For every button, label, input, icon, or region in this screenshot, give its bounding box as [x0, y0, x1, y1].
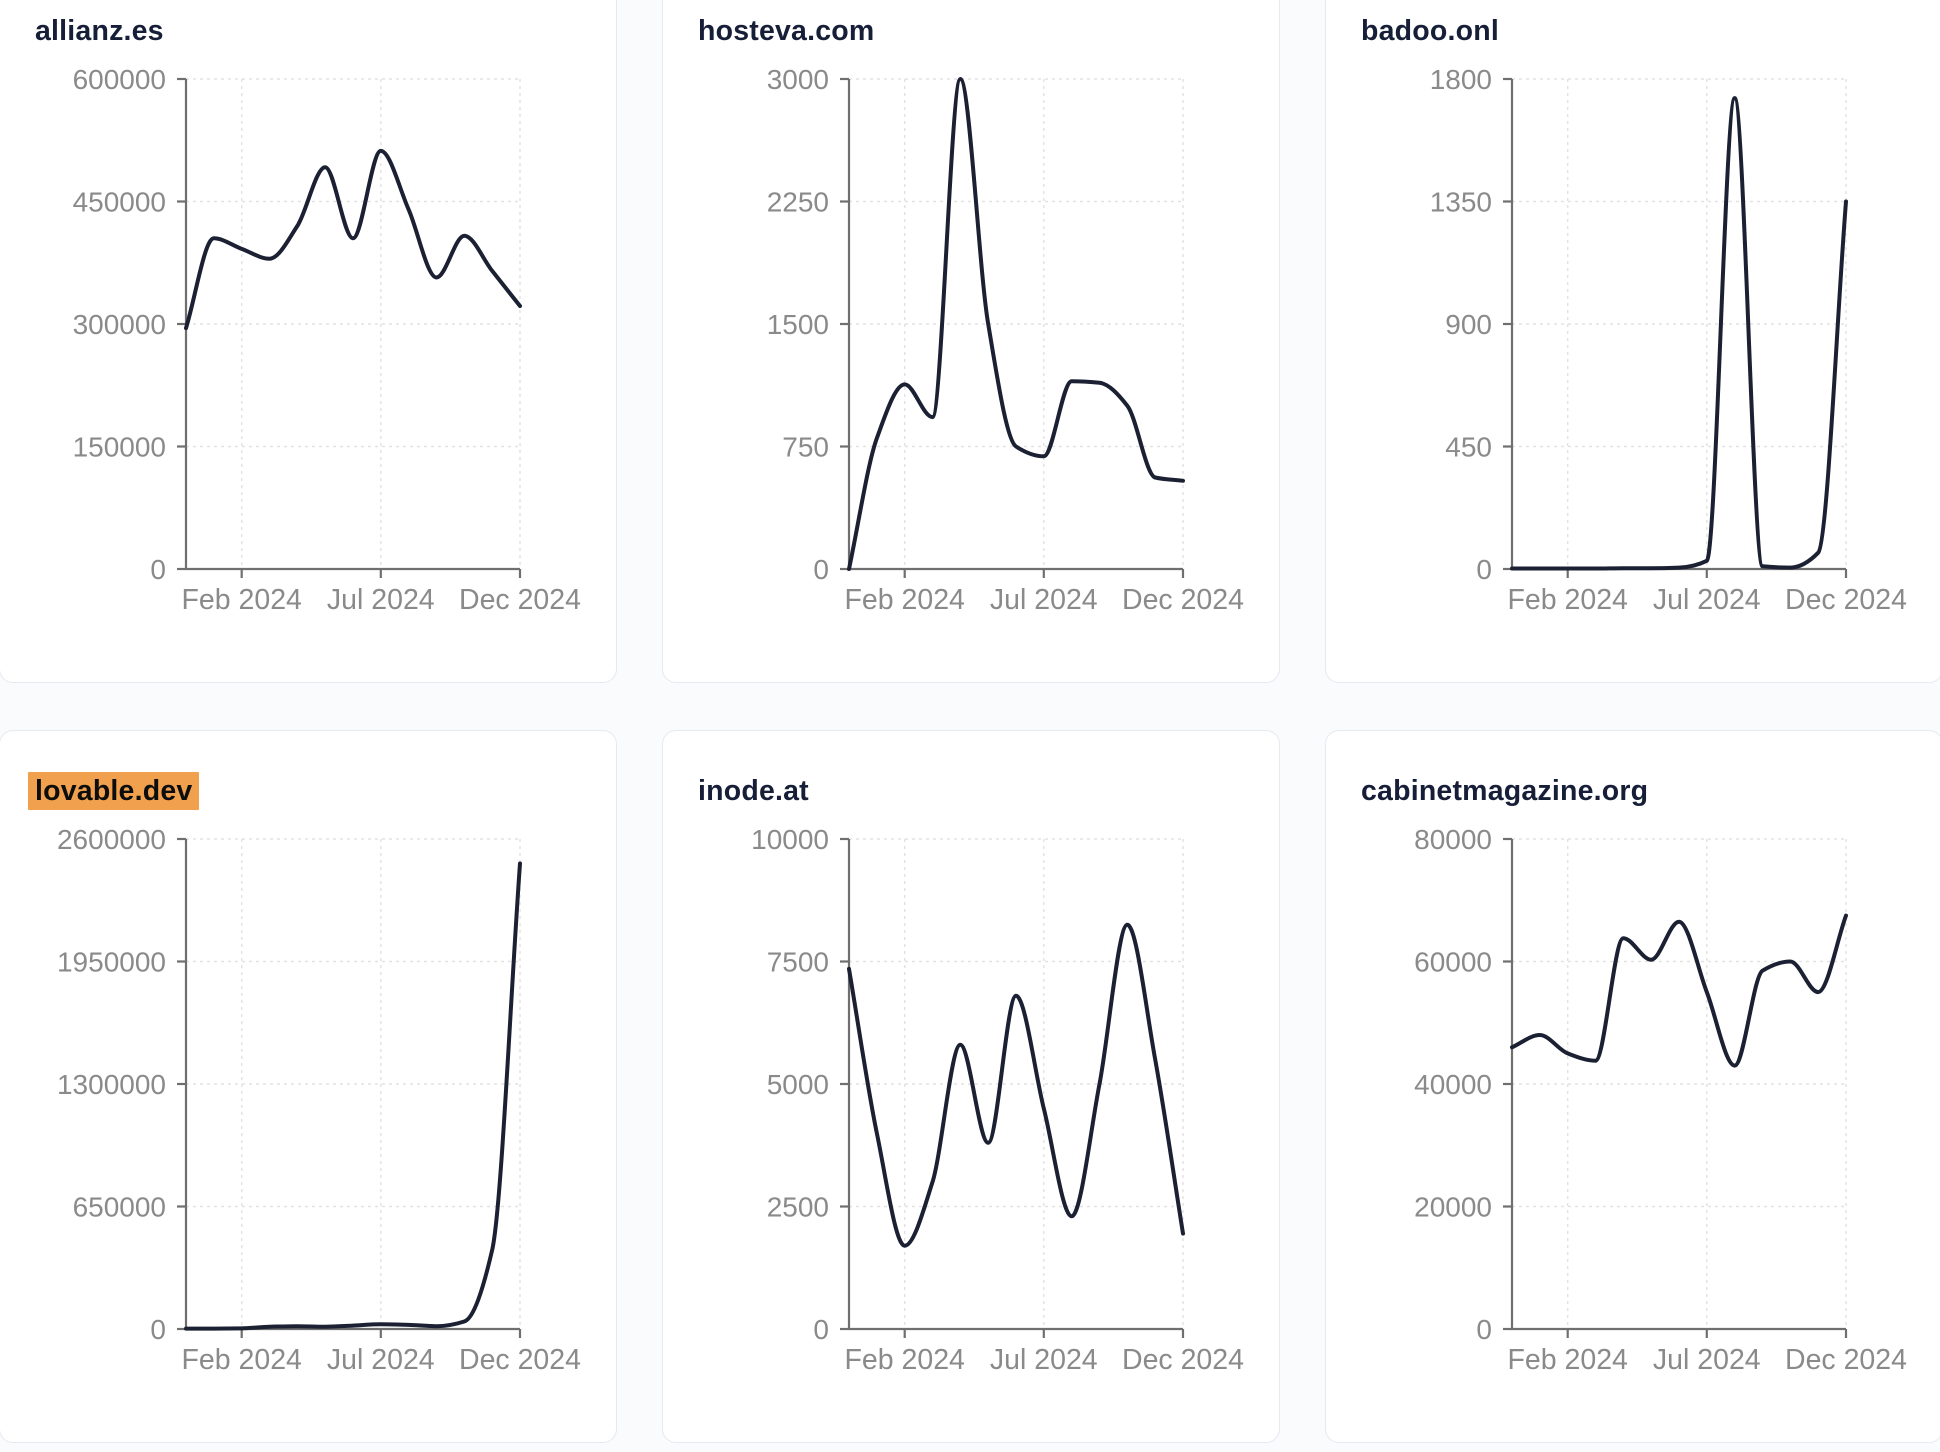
svg-text:10000: 10000 [751, 824, 829, 855]
svg-text:80000: 80000 [1414, 824, 1492, 855]
svg-text:7500: 7500 [767, 946, 829, 977]
svg-text:0: 0 [1476, 1314, 1492, 1345]
chart-title: hosteva.com [698, 13, 1279, 49]
svg-text:3000: 3000 [767, 64, 829, 95]
chart-card: inode.at 0 2500 5000 7500 10000 Feb 2024 Jul 2… [662, 730, 1280, 1443]
svg-text:Feb 2024: Feb 2024 [1507, 1344, 1628, 1376]
svg-text:Feb 2024: Feb 2024 [844, 1344, 965, 1376]
chart-title: inode.at [698, 773, 1279, 809]
svg-text:Dec 2024: Dec 2024 [1122, 584, 1244, 616]
svg-text:450: 450 [1445, 431, 1492, 462]
domain-name-label: hosteva.com [698, 15, 875, 47]
chart-title: lovable.dev [28, 772, 616, 810]
svg-text:Jul 2024: Jul 2024 [1653, 584, 1761, 616]
svg-text:1300000: 1300000 [57, 1069, 166, 1100]
svg-text:150000: 150000 [73, 431, 166, 462]
svg-text:Dec 2024: Dec 2024 [1122, 1344, 1244, 1376]
line-chart: 0 650000 1300000 1950000 2600000 Feb 2024 Jul … [57, 824, 581, 1376]
svg-text:900: 900 [1445, 309, 1492, 340]
svg-text:450000: 450000 [73, 186, 166, 217]
chart-card: lovable.dev 0 650000 1300000 1950000 2600000… [0, 730, 617, 1443]
svg-text:Dec 2024: Dec 2024 [459, 584, 581, 616]
svg-text:60000: 60000 [1414, 946, 1492, 977]
chart-card: badoo.onl 0 450 900 1350 1800 Feb 2024 Jul 202… [1325, 0, 1940, 683]
domain-name-label: allianz.es [35, 15, 164, 47]
svg-text:Dec 2024: Dec 2024 [1785, 584, 1907, 616]
svg-text:1950000: 1950000 [57, 946, 166, 977]
domain-name-label: badoo.onl [1361, 15, 1499, 47]
svg-text:Feb 2024: Feb 2024 [844, 584, 965, 616]
svg-text:0: 0 [1476, 554, 1492, 585]
svg-text:Feb 2024: Feb 2024 [1507, 584, 1628, 616]
line-chart: 0 2500 5000 7500 10000 Feb 2024 Jul 2024 Dec 20… [751, 824, 1244, 1376]
svg-text:Jul 2024: Jul 2024 [990, 1344, 1098, 1376]
svg-text:2600000: 2600000 [57, 824, 166, 855]
svg-text:20000: 20000 [1414, 1191, 1492, 1222]
svg-text:0: 0 [813, 1314, 829, 1345]
line-chart: 0 20000 40000 60000 80000 Feb 2024 Jul 2024 Dec… [1414, 824, 1907, 1376]
svg-text:40000: 40000 [1414, 1069, 1492, 1100]
svg-text:0: 0 [150, 554, 166, 585]
svg-text:600000: 600000 [73, 64, 166, 95]
svg-text:1500: 1500 [767, 309, 829, 340]
svg-text:300000: 300000 [73, 309, 166, 340]
domain-name-label: inode.at [698, 775, 809, 807]
svg-text:Feb 2024: Feb 2024 [181, 584, 302, 616]
domain-name-label: cabinetmagazine.org [1361, 775, 1649, 807]
line-chart: 0 450 900 1350 1800 Feb 2024 Jul 2024 Dec 2024 [1430, 64, 1907, 616]
chart-title: allianz.es [35, 13, 616, 49]
svg-text:Feb 2024: Feb 2024 [181, 1344, 302, 1376]
svg-text:2250: 2250 [767, 186, 829, 217]
svg-text:5000: 5000 [767, 1069, 829, 1100]
svg-text:Jul 2024: Jul 2024 [327, 584, 435, 616]
chart-title: badoo.onl [1361, 13, 1940, 49]
line-chart: 0 150000 300000 450000 600000 Feb 2024 Jul 202… [73, 64, 582, 616]
svg-text:650000: 650000 [73, 1191, 166, 1222]
svg-text:1350: 1350 [1430, 186, 1492, 217]
domain-name-label-highlighted: lovable.dev [28, 772, 200, 810]
svg-text:Jul 2024: Jul 2024 [327, 1344, 435, 1376]
svg-text:Dec 2024: Dec 2024 [1785, 1344, 1907, 1376]
svg-text:Jul 2024: Jul 2024 [990, 584, 1098, 616]
chart-card: allianz.es 0 150000 300000 450000 600000 Feb … [0, 0, 617, 683]
svg-text:1800: 1800 [1430, 64, 1492, 95]
svg-text:2500: 2500 [767, 1191, 829, 1222]
svg-text:Jul 2024: Jul 2024 [1653, 1344, 1761, 1376]
chart-card: hosteva.com 0 750 1500 2250 3000 Feb 2024 Jul … [662, 0, 1280, 683]
svg-text:0: 0 [813, 554, 829, 585]
svg-text:Dec 2024: Dec 2024 [459, 1344, 581, 1376]
chart-card: cabinetmagazine.org 0 20000 40000 60000 8000… [1325, 730, 1940, 1443]
line-chart: 0 750 1500 2250 3000 Feb 2024 Jul 2024 Dec 2024 [767, 64, 1244, 616]
svg-text:750: 750 [782, 431, 829, 462]
svg-text:0: 0 [150, 1314, 166, 1345]
chart-title: cabinetmagazine.org [1361, 773, 1940, 809]
